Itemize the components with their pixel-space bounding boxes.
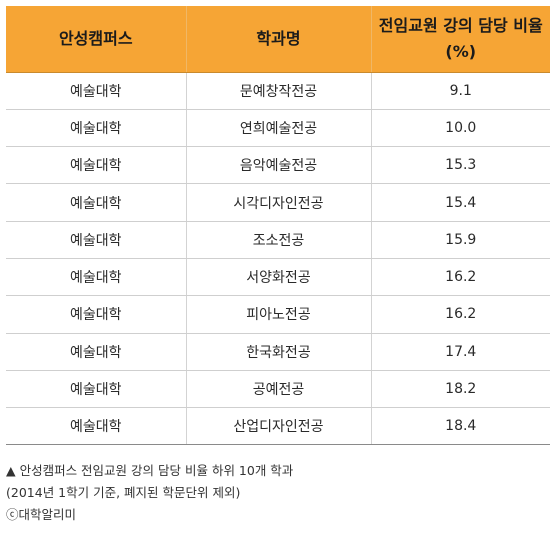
cell-department: 연희예술전공 — [186, 109, 372, 148]
cell-campus: 예술대학 — [6, 258, 187, 297]
cell-ratio: 15.4 — [371, 183, 550, 222]
cell-department: 피아노전공 — [186, 295, 372, 334]
cell-campus: 예술대학 — [6, 146, 187, 185]
cell-campus: 예술대학 — [6, 370, 187, 409]
cell-ratio: 18.4 — [371, 407, 550, 446]
table-row: 예술대학 시각디자인전공 15.4 — [6, 183, 550, 222]
data-table: 안성캠퍼스 학과명 전임교원 강의 담당 비율(%) 예술대학 문예창작전공 9… — [6, 6, 550, 446]
cell-department: 시각디자인전공 — [186, 183, 372, 222]
source-credit: ⓒ대학알리미 — [6, 507, 77, 522]
cell-campus: 예술대학 — [6, 333, 187, 371]
table-header: 안성캠퍼스 학과명 전임교원 강의 담당 비율(%) — [6, 6, 550, 73]
cell-ratio: 18.2 — [371, 370, 550, 409]
cell-department: 서양화전공 — [186, 258, 372, 297]
cell-campus: 예술대학 — [6, 183, 187, 222]
cell-ratio: 16.2 — [371, 258, 550, 297]
table-notes: ▲ 안성캠퍼스 전임교원 강의 담당 비율 하위 10개 학과 (2014년 1… — [6, 460, 293, 526]
header-ratio: 전임교원 강의 담당 비율(%) — [371, 6, 550, 73]
cell-campus: 예술대학 — [6, 109, 187, 148]
cell-ratio: 15.3 — [371, 146, 550, 185]
table-row: 예술대학 음악예술전공 15.3 — [6, 146, 550, 185]
table-row: 예술대학 조소전공 15.9 — [6, 221, 550, 259]
cell-campus: 예술대학 — [6, 407, 187, 446]
header-row: 안성캠퍼스 학과명 전임교원 강의 담당 비율(%) — [6, 6, 550, 73]
cell-department: 조소전공 — [186, 221, 372, 259]
table-row: 예술대학 한국화전공 17.4 — [6, 333, 550, 371]
cell-department: 문예창작전공 — [186, 72, 372, 110]
table-body: 예술대학 문예창작전공 9.1 예술대학 연희예술전공 10.0 예술대학 음악… — [6, 72, 550, 446]
cell-campus: 예술대학 — [6, 72, 187, 110]
table-caption: ▲ 안성캠퍼스 전임교원 강의 담당 비율 하위 10개 학과 — [6, 463, 294, 478]
cell-ratio: 15.9 — [371, 221, 550, 259]
table-row: 예술대학 연희예술전공 10.0 — [6, 109, 550, 148]
table-row: 예술대학 피아노전공 16.2 — [6, 295, 550, 334]
table-row: 예술대학 산업디자인전공 18.4 — [6, 407, 550, 446]
cell-department: 음악예술전공 — [186, 146, 372, 185]
table-row: 예술대학 공예전공 18.2 — [6, 370, 550, 409]
cell-ratio: 9.1 — [371, 72, 550, 110]
cell-campus: 예술대학 — [6, 295, 187, 334]
header-campus: 안성캠퍼스 — [6, 6, 187, 73]
table-row: 예술대학 문예창작전공 9.1 — [6, 72, 550, 110]
cell-ratio: 17.4 — [371, 333, 550, 371]
table-row: 예술대학 서양화전공 16.2 — [6, 258, 550, 297]
cell-department: 산업디자인전공 — [186, 407, 372, 446]
cell-ratio: 10.0 — [371, 109, 550, 148]
cell-campus: 예술대학 — [6, 221, 187, 259]
header-department: 학과명 — [186, 6, 372, 73]
cell-ratio: 16.2 — [371, 295, 550, 334]
cell-department: 공예전공 — [186, 370, 372, 409]
cell-department: 한국화전공 — [186, 333, 372, 371]
table-condition-note: (2014년 1학기 기준, 폐지된 학문단위 제외) — [6, 485, 241, 500]
